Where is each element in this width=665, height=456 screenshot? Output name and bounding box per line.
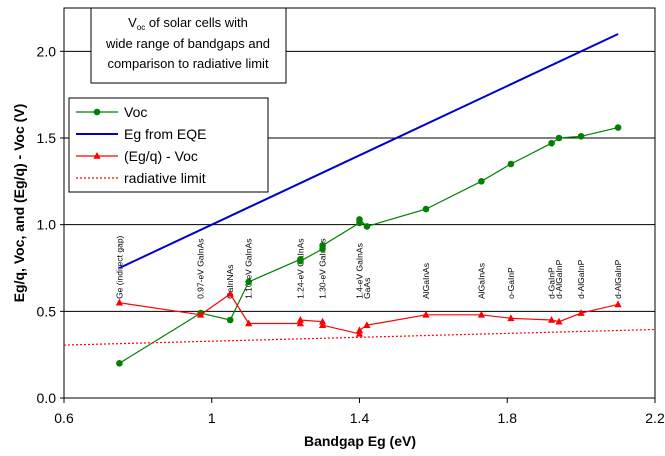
chart-title-line2: wide range of bandgaps and [105, 36, 270, 51]
y-tick-label: 0.5 [37, 303, 57, 319]
data-point [477, 310, 485, 318]
y-tick-labels: 0.0 0.5 1.0 1.5 2.0 [37, 43, 57, 406]
data-point [245, 278, 252, 286]
y-tick-label: 1.5 [37, 130, 57, 146]
material-label: 0.97-eV GaInAs [196, 238, 206, 298]
data-point [318, 321, 327, 328]
data-point [319, 242, 326, 249]
material-label: GaInNAs [225, 264, 235, 299]
x-tick-label: 1.4 [350, 410, 370, 426]
series-line-1 [118, 33, 619, 269]
material-label: 1.4-eV GaInAs [355, 243, 365, 299]
legend-label: Eg from EQE [124, 126, 206, 142]
data-point [548, 139, 555, 147]
x-tick-labels: 0.6 1 1.4 1.8 2.2 [54, 410, 665, 426]
data-point [614, 124, 622, 131]
data-point [507, 314, 515, 322]
legend-box [68, 97, 269, 193]
data-point [577, 132, 585, 140]
series-group [63, 33, 656, 367]
material-label: d-AlGaInP [554, 259, 564, 299]
legend: Voc Eg from EQE (Eg/q) - Voc radiative limi… [76, 104, 206, 186]
material-label: AlGaInAs [421, 263, 431, 299]
material-label: d-AlGaInP [576, 259, 586, 299]
data-point [478, 178, 485, 185]
data-point [245, 319, 253, 327]
data-point [614, 300, 622, 308]
data-point [197, 310, 205, 318]
data-point [507, 160, 515, 168]
material-label: d-AlGaInP [613, 259, 623, 299]
material-label: o-GaInP [506, 267, 516, 299]
data-point [355, 326, 364, 334]
data-point [296, 316, 304, 323]
data-point [226, 316, 234, 324]
data-point [422, 205, 430, 213]
data-point [318, 317, 327, 325]
data-point [356, 216, 363, 223]
data-point [355, 329, 364, 337]
material-label: 1.10-eV GaInAs [244, 238, 254, 298]
data-point [363, 223, 371, 230]
material-label: 1.24-eV GaInAs [295, 238, 305, 298]
data-point [363, 321, 371, 328]
x-tick-label: 1 [208, 410, 216, 426]
data-point [555, 317, 563, 325]
data-point [296, 319, 304, 327]
data-point [422, 310, 430, 318]
data-point [577, 309, 585, 316]
y-axis-title: Eg/q, Voc, and (Eg/q) - Voc (V) [11, 104, 27, 303]
series-line-3 [63, 328, 656, 346]
data-point [116, 360, 123, 367]
y-tick-label: 0.0 [37, 390, 57, 406]
x-tick-label: 1.8 [498, 410, 518, 426]
data-point [555, 134, 563, 142]
data-point [226, 290, 234, 297]
data-point [115, 298, 124, 306]
x-tick-label: 2.2 [645, 410, 665, 426]
chart-title-line1: Voc of solar cells with [128, 15, 248, 32]
material-label: d-GaInP [547, 267, 557, 299]
legend-label: Voc [124, 104, 147, 120]
chart-title-line3: comparison to radiative limit [107, 56, 269, 71]
x-axis-title: Bandgap Eg (eV) [304, 433, 416, 449]
legend-label: (Eg/q) - Voc [124, 148, 198, 164]
title-box [90, 7, 287, 84]
material-label: GaAs [362, 278, 372, 299]
y-tick-label: 1.0 [37, 217, 57, 233]
data-point [547, 316, 556, 323]
material-label: AlGaInAs [476, 263, 486, 299]
y-tick-label: 2.0 [37, 43, 57, 59]
legend-marker [93, 108, 101, 116]
data-point [297, 257, 304, 265]
legend-label: radiative limit [124, 170, 206, 186]
x-tick-label: 0.6 [54, 410, 74, 426]
legend-marker [93, 152, 101, 159]
material-label: 1.30-eV GaInAs [318, 238, 328, 298]
